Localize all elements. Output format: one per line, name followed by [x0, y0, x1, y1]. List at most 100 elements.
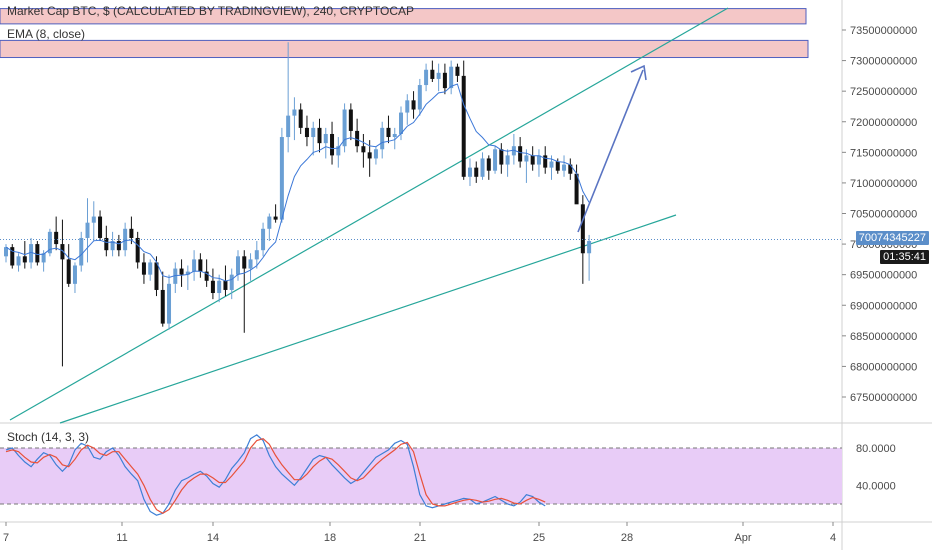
current-price-tag: 70074345227 — [855, 231, 929, 245]
candle-down — [530, 155, 535, 165]
candle-down — [210, 280, 215, 294]
bar-countdown-tag: 01:35:41 — [880, 250, 929, 264]
candle-up — [235, 256, 240, 275]
price-tick-label: 67500000000 — [850, 392, 917, 404]
candle-down — [273, 216, 278, 220]
candle-down — [66, 259, 71, 284]
candle-up — [110, 241, 115, 251]
candle-down — [104, 237, 109, 251]
candle-down — [129, 228, 134, 238]
candle-up — [41, 253, 46, 263]
candlestick-series — [4, 42, 592, 367]
candle-down — [361, 146, 366, 153]
candle-down — [198, 259, 203, 272]
time-tick-label: 18 — [324, 532, 336, 544]
candle-up — [267, 216, 272, 229]
candle-down — [223, 280, 228, 290]
price-tick-label: 68500000000 — [850, 331, 917, 343]
candle-down — [135, 237, 140, 263]
candle-up — [79, 237, 84, 266]
price-tick-label: 72000000000 — [850, 117, 917, 129]
candle-down — [154, 262, 159, 290]
candle-up — [399, 112, 404, 134]
candle-down — [304, 127, 309, 138]
candle-down — [160, 289, 165, 324]
candle-down — [355, 130, 360, 147]
candle-down — [141, 262, 146, 275]
time-tick-label: 4 — [830, 532, 836, 544]
candle-up — [72, 265, 77, 284]
chart-title: Market Cap BTC, $ (CALCULATED BY TRADING… — [7, 4, 414, 18]
candle-down — [298, 109, 303, 128]
candle-up — [123, 228, 128, 251]
price-tick-label: 71000000000 — [850, 178, 917, 190]
time-tick-label: 7 — [3, 532, 9, 544]
resistance-zone — [0, 8, 807, 25]
candle-up — [392, 133, 397, 138]
candle-down — [486, 158, 491, 171]
stoch-tick-label: 80.0000 — [856, 443, 896, 455]
candle-down — [116, 241, 121, 251]
arrow-head — [630, 64, 647, 81]
time-tick-label: 28 — [621, 532, 633, 544]
candle-down — [22, 256, 27, 263]
candle-down — [430, 69, 435, 79]
candle-up — [380, 127, 385, 150]
candle-up — [587, 241, 592, 254]
candle-down — [348, 109, 353, 131]
candle-up — [562, 164, 567, 171]
candle-up — [91, 216, 96, 223]
candle-up — [480, 158, 485, 177]
candle-up — [549, 161, 554, 168]
candle-down — [10, 247, 15, 266]
resistance-zones — [0, 8, 809, 59]
arrow-shaft — [577, 69, 644, 233]
candle-up — [373, 149, 378, 159]
candle-down — [98, 216, 103, 238]
candle-up — [449, 66, 454, 89]
projection-arrow — [577, 64, 647, 233]
stoch-tick-label: 40.0000 — [856, 480, 896, 492]
candle-up — [229, 274, 234, 290]
candle-up — [511, 146, 516, 156]
candle-up — [217, 280, 222, 294]
candle-up — [505, 155, 510, 165]
candle-up — [424, 69, 429, 86]
candle-down — [474, 167, 479, 177]
time-tick-label: 25 — [533, 532, 545, 544]
candle-down — [574, 173, 579, 205]
stoch-panel: 80.0000 40.0000 — [0, 434, 896, 516]
candle-up — [85, 222, 90, 238]
candle-up — [286, 115, 291, 138]
candle-down — [54, 231, 59, 245]
price-tick-label: 73000000000 — [850, 56, 917, 68]
price-axis[interactable]: 73500000000 73000000000 72500000000 7200000… — [842, 25, 917, 404]
upper-trend-line — [9, 7, 729, 421]
candle-up — [192, 259, 197, 272]
candle-down — [330, 133, 335, 156]
candle-up — [342, 109, 347, 147]
trend-lines — [9, 7, 729, 424]
time-tick-label: 14 — [207, 532, 219, 544]
candle-down — [518, 146, 523, 162]
price-tick-label: 69500000000 — [850, 270, 917, 282]
stoch-d-line — [5, 438, 546, 514]
ema-legend: EMA (8, close) — [7, 27, 86, 41]
candle-up — [417, 85, 422, 110]
candle-up — [261, 228, 266, 251]
time-axis[interactable]: 7 11 14 18 21 25 28 Apr 4 — [3, 522, 836, 544]
candle-down — [568, 164, 573, 174]
candle-up — [323, 133, 328, 144]
candle-up — [173, 268, 178, 284]
candle-down — [555, 161, 560, 171]
candle-up — [47, 231, 52, 254]
candle-down — [411, 100, 416, 110]
candle-down — [204, 271, 209, 281]
candle-up — [148, 262, 153, 275]
candle-up — [467, 167, 472, 177]
ema-line — [5, 83, 590, 282]
candle-up — [436, 72, 441, 79]
candle-up — [292, 109, 297, 116]
candle-down — [442, 72, 447, 89]
time-tick-label: 21 — [414, 532, 426, 544]
